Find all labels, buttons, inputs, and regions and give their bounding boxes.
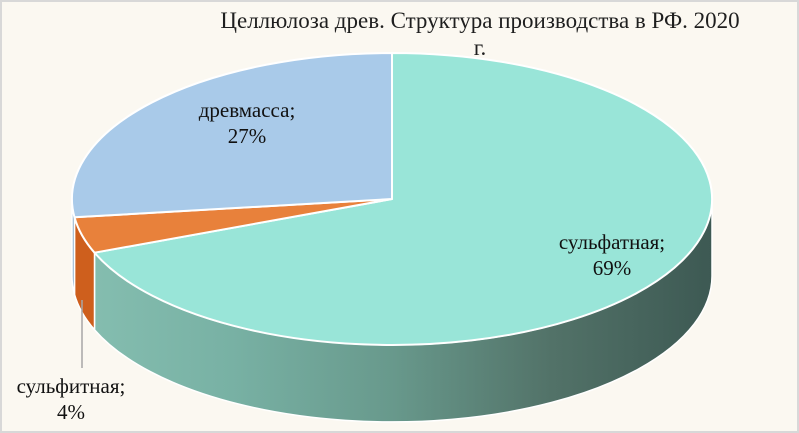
chart-title-line-2: г.	[473, 35, 487, 60]
pie-slice-drevmassa[interactable]	[70, 52, 393, 219]
pie-tops	[70, 52, 714, 346]
pie-annotations: сульфатная; 69% сульфитная; 4% древмасса; 27%	[17, 98, 666, 424]
slice-label-sulfitnaya[interactable]: сульфитная; 4%	[17, 374, 126, 424]
slice-label-sulfatnaya[interactable]: сульфатная; 69%	[559, 230, 665, 280]
chart-title-line-1: Целлюлоза древ. Структура производства в…	[220, 8, 740, 33]
slice-label-drevmassa[interactable]: древмасса; 27%	[199, 98, 296, 148]
chart-title[interactable]: Целлюлоза древ. Структура производства в…	[162, 7, 797, 61]
pie-slice-sulfatnaya[interactable]	[93, 52, 714, 346]
